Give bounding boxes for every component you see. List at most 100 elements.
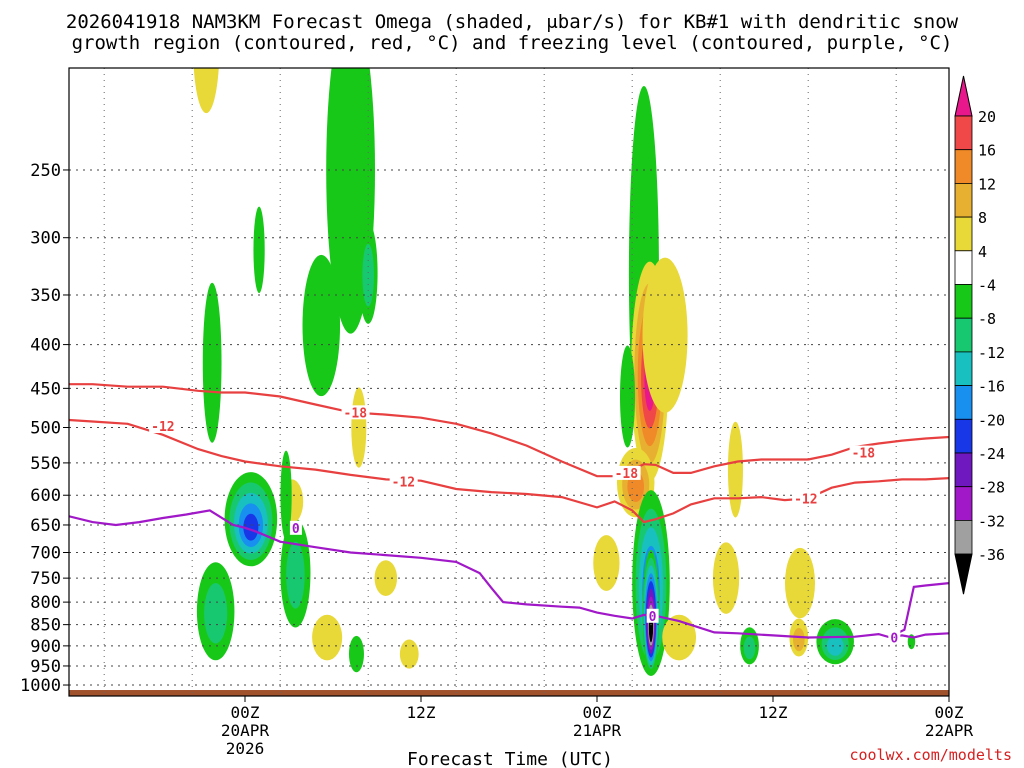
colorbar-label: -4 — [978, 277, 996, 295]
colorbar-label: 12 — [978, 175, 996, 193]
x-tick-label: 12Z — [759, 703, 788, 722]
omega-cell — [662, 614, 697, 661]
contour-label-bg — [612, 465, 641, 480]
colorbar-cap-top — [954, 75, 973, 117]
x-axis-label: Forecast Time (UTC) — [407, 749, 613, 768]
omega-cell — [312, 614, 343, 661]
isotherm-contours: -18 -12 -12 -18 -12 -18 0 0 0 — [69, 383, 949, 647]
omega-feature-yellow-21apr-2 — [727, 421, 743, 518]
x-tick-label: 00Z — [583, 703, 612, 722]
x-tick-label: 00Z — [935, 703, 964, 722]
colorbar-label: -8 — [978, 310, 996, 328]
colorbar-label: -20 — [978, 411, 1005, 429]
omega-feature-green-low-column — [619, 345, 636, 448]
contour-label-bg — [849, 445, 878, 460]
contour-label: -18 — [852, 447, 876, 462]
contour-label-bg — [289, 520, 302, 535]
y-tick-label: 700 — [30, 544, 61, 564]
color-legend: 20 16 12 8 4 -4 -8 -12 -16 -20 -24 -28 -32 -36 — [954, 75, 1005, 595]
omega-feature-green-upper-2 — [302, 254, 341, 397]
terrain-strip — [69, 690, 949, 696]
omega-cell — [286, 541, 305, 609]
colorbar-label: 20 — [978, 108, 996, 126]
omega-shading — [69, 68, 949, 696]
colorbar-label: -28 — [978, 479, 1005, 497]
colorbar-swatch — [954, 115, 973, 151]
colorbar-label: 8 — [978, 209, 987, 227]
contour-label: -12 — [151, 420, 174, 435]
x-tick-label: 00Z — [231, 703, 260, 722]
y-tick-label: 300 — [30, 229, 61, 249]
contour-label-bg — [792, 491, 821, 506]
y-tick-label: 850 — [30, 616, 61, 636]
contour--12-C-isotherm — [69, 418, 949, 524]
contour-label-bg — [646, 608, 659, 623]
omega-feature-yellow-top-left — [193, 68, 219, 114]
omega-cell — [727, 421, 743, 518]
omega-cell — [253, 206, 265, 294]
colorbar-swatch — [954, 385, 973, 420]
omega-cell — [204, 583, 228, 644]
contour-0-C-freezing-level — [69, 509, 949, 639]
omega-cell — [302, 254, 341, 397]
colorbar-swatch — [954, 250, 973, 285]
y-tick-label: 750 — [30, 569, 61, 589]
y-tick-label: 550 — [30, 454, 61, 474]
x-tick-label: 12Z — [407, 703, 436, 722]
omega-cell — [619, 345, 636, 448]
colorbar-label: -32 — [978, 512, 1005, 530]
omega-cell — [399, 639, 419, 669]
omega-cell — [243, 513, 259, 541]
y-tick-label: 1000 — [20, 676, 61, 696]
credit-link[interactable]: coolwx.com/modelts — [849, 746, 1012, 764]
omega-cell — [642, 257, 688, 413]
omega-cell — [202, 282, 222, 443]
y-tick-label: 500 — [30, 418, 61, 438]
omega-feature-yellow-21apr-low — [662, 614, 697, 661]
chart-title-line2: growth region (contoured, red, °C) and f… — [71, 32, 953, 54]
y-tick-label: 950 — [30, 657, 61, 677]
colorbar-cap-bottom — [954, 553, 973, 595]
y-tick-label: 600 — [30, 486, 61, 506]
x-tick-label: 22APR — [925, 721, 974, 740]
y-tick-label: 350 — [30, 286, 61, 306]
omega-cell — [348, 635, 364, 673]
colorbar-swatch — [954, 182, 973, 218]
colorbar-label: -24 — [978, 445, 1005, 463]
omega-feature-yellow-5 — [312, 614, 343, 661]
y-tick-label: 250 — [30, 161, 61, 181]
omega-feature-yellow-21apr-3 — [712, 542, 740, 614]
omega-feature-blue-lowlevel-core — [224, 472, 278, 567]
contour-0-C-freezing-level-right-segment — [892, 581, 949, 637]
omega-feature-blue-12z-2 — [816, 619, 854, 665]
omega-feature-green-lowlevel-1 — [196, 562, 235, 661]
omega-feature-yellow-21apr-pos — [593, 535, 620, 591]
plot-frame — [68, 67, 950, 697]
x-tick-label: 20APR — [221, 721, 270, 740]
colorbar-swatch — [954, 351, 973, 386]
contour-label-bg — [888, 630, 901, 645]
omega-cell — [826, 635, 844, 656]
omega-cell — [784, 547, 816, 619]
colorbar-swatch — [954, 486, 973, 521]
omega-cell — [193, 68, 219, 114]
contour-label: -18 — [344, 406, 368, 421]
y-tick-label: 400 — [30, 336, 61, 356]
omega-feature-green-thin-left — [202, 282, 222, 443]
omega-feature-yellow-21apr-4 — [784, 547, 816, 619]
colorbar-label: -16 — [978, 378, 1005, 396]
colorbar-swatch — [954, 149, 973, 184]
omega-cell — [593, 535, 620, 591]
contour-label: 0 — [649, 610, 657, 625]
omega-cell — [743, 636, 756, 660]
omega-feature-yellow-plume-halo — [642, 257, 688, 413]
omega-cell — [712, 542, 740, 614]
colorbar-swatch — [954, 216, 973, 252]
chart-title-line1: 2026041918 NAM3KM Forecast Omega (shaded… — [65, 11, 959, 33]
contour-label-bg — [149, 419, 178, 434]
y-tick-label: 450 — [30, 379, 61, 399]
contour-label: -18 — [615, 467, 639, 482]
y-tick-label: 650 — [30, 516, 61, 536]
